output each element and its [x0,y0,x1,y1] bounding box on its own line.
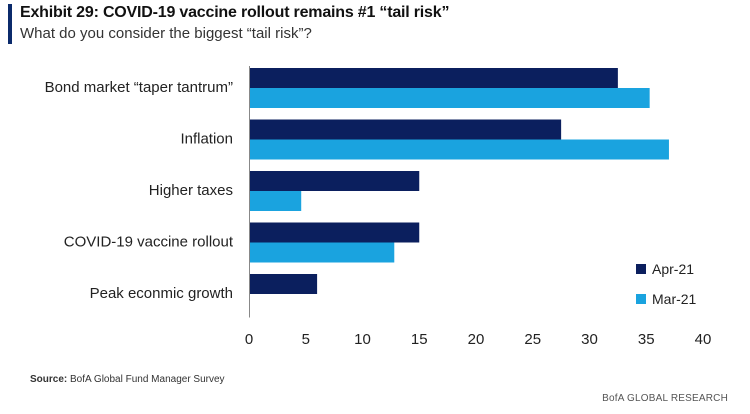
chart-subtitle: What do you consider the biggest “tail r… [20,25,312,42]
x-tick-label: 35 [638,331,655,348]
brand-label: BofA GLOBAL RESEARCH [602,393,728,404]
legend-swatch-apr21 [636,264,646,274]
bar-apr-21 [249,68,618,88]
category-label: COVID-19 vaccine rollout [64,234,234,251]
category-label: Higher taxes [149,182,233,199]
bar-mar-21 [249,88,650,108]
category-label: Peak econmic growth [90,285,233,302]
x-tick-label: 5 [302,331,310,348]
source-text: BofA Global Fund Manager Survey [70,374,225,385]
legend-item-apr21: Apr-21 [636,258,696,280]
bar-mar-21 [249,139,669,160]
bar-mar-21 [249,242,395,263]
category-label: Inflation [180,131,233,148]
legend: Apr-21 Mar-21 [636,258,696,318]
bar-apr-21 [249,274,318,294]
bar-apr-21 [249,171,420,191]
source-note: Source: BofA Global Fund Manager Survey [30,374,225,385]
x-tick-label: 10 [354,331,371,348]
category-label: Bond market “taper tantrum” [45,79,233,96]
legend-item-mar21: Mar-21 [636,288,696,310]
x-tick-label: 40 [695,331,712,348]
legend-label-apr21: Apr-21 [652,261,695,277]
source-label: Source: [30,374,68,385]
x-tick-label: 15 [411,331,428,348]
x-tick-label: 25 [524,331,541,348]
title-accent-bar [8,4,12,44]
bar-mar-21 [249,191,302,211]
legend-label-mar21: Mar-21 [652,291,697,307]
legend-swatch-mar21 [636,294,646,304]
bar-apr-21 [249,119,562,140]
x-tick-label: 0 [245,331,253,348]
x-tick-label: 20 [468,331,485,348]
x-tick-label: 30 [581,331,598,348]
bar-apr-21 [249,222,420,243]
chart-title: Exhibit 29: COVID-19 vaccine rollout rem… [20,4,450,21]
